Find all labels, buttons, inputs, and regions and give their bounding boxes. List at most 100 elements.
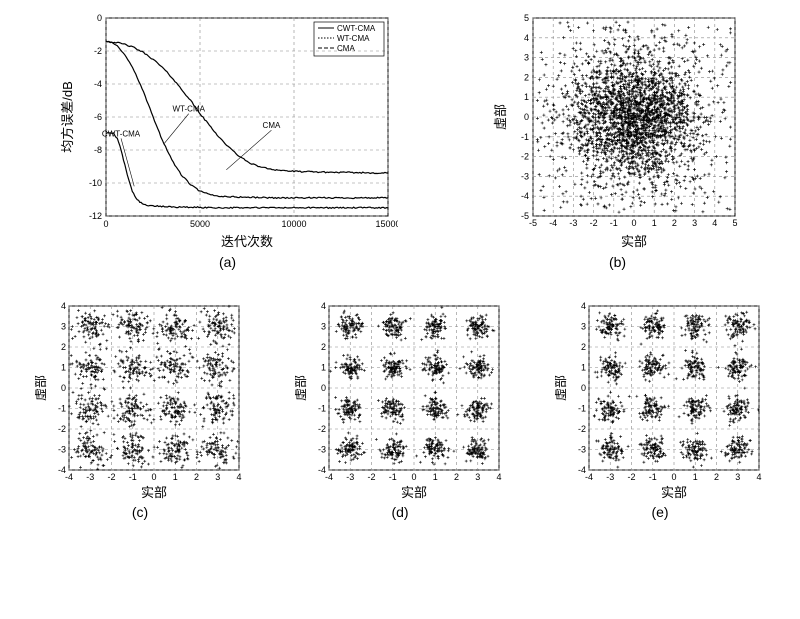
svg-text:-1: -1 [649,472,657,482]
svg-text:实部: 实部 [141,485,167,500]
svg-text:-1: -1 [609,218,617,228]
svg-text:-4: -4 [520,191,528,201]
svg-text:2: 2 [671,218,676,228]
svg-text:4: 4 [236,472,241,482]
svg-text:-2: -2 [578,424,586,434]
svg-text:1: 1 [693,472,698,482]
svg-text:-2: -2 [627,472,635,482]
svg-text:0: 0 [631,218,636,228]
svg-text:CMA: CMA [337,44,355,53]
svg-text:4: 4 [523,33,528,43]
svg-text:2: 2 [581,342,586,352]
svg-text:4: 4 [581,301,586,311]
svg-text:0: 0 [523,112,528,122]
svg-text:0: 0 [151,472,156,482]
svg-text:3: 3 [215,472,220,482]
svg-text:0: 0 [61,383,66,393]
figure-row-1: 050001000015000-12-10-8-6-4-20迭代次数均方误差/d… [10,10,790,270]
svg-text:0: 0 [411,472,416,482]
svg-text:3: 3 [735,472,740,482]
svg-text:4: 4 [61,301,66,311]
svg-text:虛部: 虛部 [555,375,568,401]
svg-text:3: 3 [61,322,66,332]
svg-text:迭代次数: 迭代次数 [220,234,272,249]
svg-text:-1: -1 [318,404,326,414]
panel-b-label: (b) [609,254,626,270]
svg-text:1: 1 [61,363,66,373]
svg-text:-10: -10 [88,178,101,188]
panel-a: 050001000015000-12-10-8-6-4-20迭代次数均方误差/d… [58,10,398,270]
svg-text:-1: -1 [58,404,66,414]
svg-text:2: 2 [61,342,66,352]
svg-text:3: 3 [475,472,480,482]
panel-a-label: (a) [219,254,236,270]
panel-e-label: (e) [651,504,668,520]
svg-text:1: 1 [523,92,528,102]
svg-text:0: 0 [103,219,108,229]
scatter-chart-b: -5-4-3-2-1012345-5-4-3-2-1012345实部虛部 [493,10,743,250]
svg-text:2: 2 [523,72,528,82]
svg-text:2: 2 [714,472,719,482]
svg-text:-2: -2 [520,152,528,162]
svg-text:-8: -8 [93,145,101,155]
panel-c: -4-3-2-101234-4-3-2-101234实部虛部 (c) [35,300,245,520]
svg-text:虛部: 虛部 [493,104,508,130]
svg-text:3: 3 [321,322,326,332]
svg-text:-12: -12 [88,211,101,221]
panel-b: -5-4-3-2-1012345-5-4-3-2-1012345实部虛部 (b) [493,10,743,270]
svg-text:虛部: 虛部 [295,375,308,401]
panel-d-label: (d) [391,504,408,520]
scatter-chart-d: -4-3-2-101234-4-3-2-101234实部虛部 [295,300,505,500]
line-chart-a: 050001000015000-12-10-8-6-4-20迭代次数均方误差/d… [58,10,398,250]
svg-text:CMA: CMA [262,121,280,130]
svg-text:1: 1 [651,218,656,228]
svg-text:-1: -1 [129,472,137,482]
svg-text:-4: -4 [549,218,557,228]
svg-text:4: 4 [321,301,326,311]
svg-text:-3: -3 [578,445,586,455]
svg-text:-4: -4 [578,465,586,475]
svg-text:1: 1 [433,472,438,482]
panel-d: -4-3-2-101234-4-3-2-101234实部虛部 (d) [295,300,505,520]
svg-text:-5: -5 [520,211,528,221]
svg-text:5: 5 [523,13,528,23]
svg-text:-2: -2 [93,46,101,56]
svg-text:0: 0 [671,472,676,482]
svg-text:0: 0 [581,383,586,393]
svg-text:-2: -2 [58,424,66,434]
svg-text:-3: -3 [569,218,577,228]
svg-text:5: 5 [732,218,737,228]
svg-text:-1: -1 [578,404,586,414]
svg-text:CWT-CMA: CWT-CMA [101,129,140,138]
svg-text:虛部: 虛部 [35,375,48,401]
svg-text:2: 2 [321,342,326,352]
svg-text:-4: -4 [325,472,333,482]
svg-text:0: 0 [96,13,101,23]
svg-text:3: 3 [581,322,586,332]
svg-text:-6: -6 [93,112,101,122]
svg-text:-3: -3 [58,445,66,455]
svg-text:4: 4 [496,472,501,482]
svg-text:实部: 实部 [620,234,646,249]
scatter-chart-e: -4-3-2-101234-4-3-2-101234实部虛部 [555,300,765,500]
svg-text:实部: 实部 [401,485,427,500]
svg-text:2: 2 [194,472,199,482]
svg-text:-2: -2 [318,424,326,434]
svg-text:-2: -2 [589,218,597,228]
svg-text:均方误差/dB: 均方误差/dB [60,81,75,153]
svg-text:5000: 5000 [189,219,209,229]
svg-text:-4: -4 [585,472,593,482]
svg-text:-5: -5 [528,218,536,228]
panel-e: -4-3-2-101234-4-3-2-101234实部虛部 (e) [555,300,765,520]
svg-text:4: 4 [712,218,717,228]
svg-text:CWT-CMA: CWT-CMA [337,24,376,33]
svg-text:15000: 15000 [375,219,398,229]
svg-text:WT-CMA: WT-CMA [337,34,370,43]
svg-text:0: 0 [321,383,326,393]
scatter-chart-c: -4-3-2-101234-4-3-2-101234实部虛部 [35,300,245,500]
svg-text:1: 1 [321,363,326,373]
svg-text:实部: 实部 [661,485,687,500]
svg-text:-4: -4 [58,465,66,475]
svg-text:4: 4 [756,472,761,482]
svg-text:-3: -3 [318,445,326,455]
